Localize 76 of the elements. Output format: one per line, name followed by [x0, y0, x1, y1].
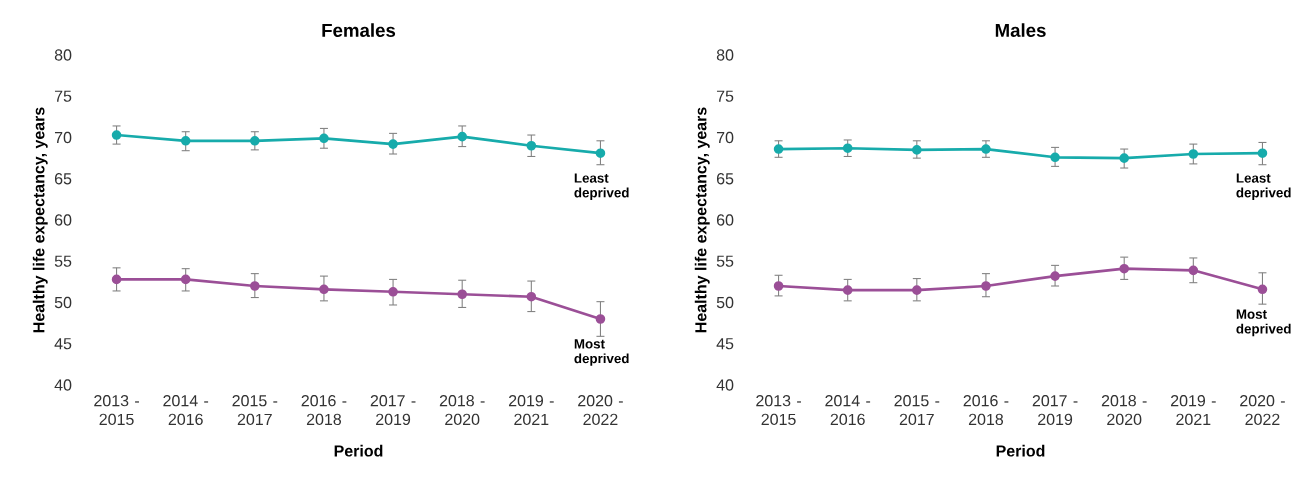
- point: [773, 144, 784, 154]
- x-tick-label: 2020 - 2022: [578, 395, 623, 426]
- point: [1050, 152, 1060, 163]
- point: [1119, 153, 1130, 163]
- y-tick-label: 70: [716, 131, 734, 144]
- point: [1119, 263, 1130, 274]
- point: [842, 285, 853, 295]
- x-axis-title: Period: [334, 444, 383, 457]
- x-tick-label: 2019 - 2021: [508, 395, 554, 426]
- series-label: Least deprived: [1236, 173, 1291, 201]
- point: [912, 145, 922, 155]
- y-tick-label: 80: [716, 49, 734, 61]
- y-tick-label: 75: [54, 90, 72, 102]
- point: [912, 285, 922, 295]
- point: [319, 133, 329, 144]
- x-tick-label: 2017 - 2019: [370, 395, 416, 426]
- y-tick-label: 80: [54, 49, 72, 61]
- y-tick-label: 65: [54, 173, 72, 185]
- y-tick-label: 45: [716, 338, 734, 350]
- y-tick-label: 75: [716, 90, 734, 102]
- series-label: Most deprived: [1236, 309, 1291, 337]
- point: [1257, 284, 1268, 295]
- point: [842, 143, 853, 154]
- x-tick-label: 2016 - 2018: [301, 395, 347, 426]
- point: [111, 274, 122, 285]
- x-tick-label: 2020 - 2022: [1240, 395, 1285, 426]
- x-tick-label: 2013 - 2015: [756, 395, 801, 426]
- x-tick-label: 2017 - 2019: [1032, 395, 1078, 426]
- point: [526, 291, 537, 302]
- point: [595, 314, 606, 324]
- y-tick-label: 50: [54, 296, 72, 309]
- y-tick-label: 65: [716, 173, 734, 185]
- point: [773, 281, 784, 291]
- point: [1188, 265, 1199, 276]
- point: [981, 144, 991, 154]
- y-tick-label: 60: [54, 214, 72, 226]
- point: [1050, 271, 1060, 281]
- point: [457, 289, 467, 300]
- point: [388, 286, 398, 297]
- point: [388, 139, 398, 149]
- point: [1188, 149, 1199, 159]
- x-tick-label: 2015 - 2017: [232, 395, 278, 426]
- x-tick-label: 2014 - 2016: [163, 395, 209, 426]
- point: [526, 140, 537, 151]
- y-tick-label: 55: [54, 255, 72, 267]
- y-tick-label: 45: [54, 338, 72, 350]
- x-tick-label: 2015 - 2017: [894, 395, 940, 426]
- x-axis-title: Period: [996, 444, 1045, 457]
- y-tick-label: 50: [716, 296, 734, 309]
- x-tick-label: 2013 - 2015: [94, 395, 139, 426]
- y-tick-label: 70: [54, 131, 72, 144]
- point: [111, 130, 122, 140]
- point: [250, 136, 260, 146]
- point: [981, 281, 991, 291]
- x-tick-label: 2016 - 2018: [963, 395, 1009, 426]
- x-tick-label: 2014 - 2016: [825, 395, 871, 426]
- point: [250, 281, 260, 291]
- x-tick-label: 2018 - 2020: [439, 395, 485, 426]
- point: [595, 148, 606, 158]
- x-tick-label: 2019 - 2021: [1170, 395, 1216, 426]
- point: [180, 136, 191, 146]
- text: Most deprived: [574, 339, 629, 366]
- point: [1257, 148, 1268, 158]
- y-tick-label: 40: [54, 379, 72, 391]
- point: [457, 131, 467, 142]
- y-axis-title: Healthy life expectancy, years: [694, 107, 710, 333]
- chart-title: Females: [322, 23, 396, 37]
- y-tick-label: 40: [716, 379, 734, 391]
- y-tick-label: 60: [716, 214, 734, 226]
- y-tick-label: 55: [716, 255, 734, 267]
- y-axis-title: Healthy life expectancy, years: [32, 107, 48, 333]
- x-tick-label: 2018 - 2020: [1101, 395, 1147, 426]
- chart-title: Males: [995, 23, 1046, 37]
- series-label: Least deprived: [574, 173, 629, 201]
- point: [180, 274, 191, 285]
- point: [319, 284, 329, 295]
